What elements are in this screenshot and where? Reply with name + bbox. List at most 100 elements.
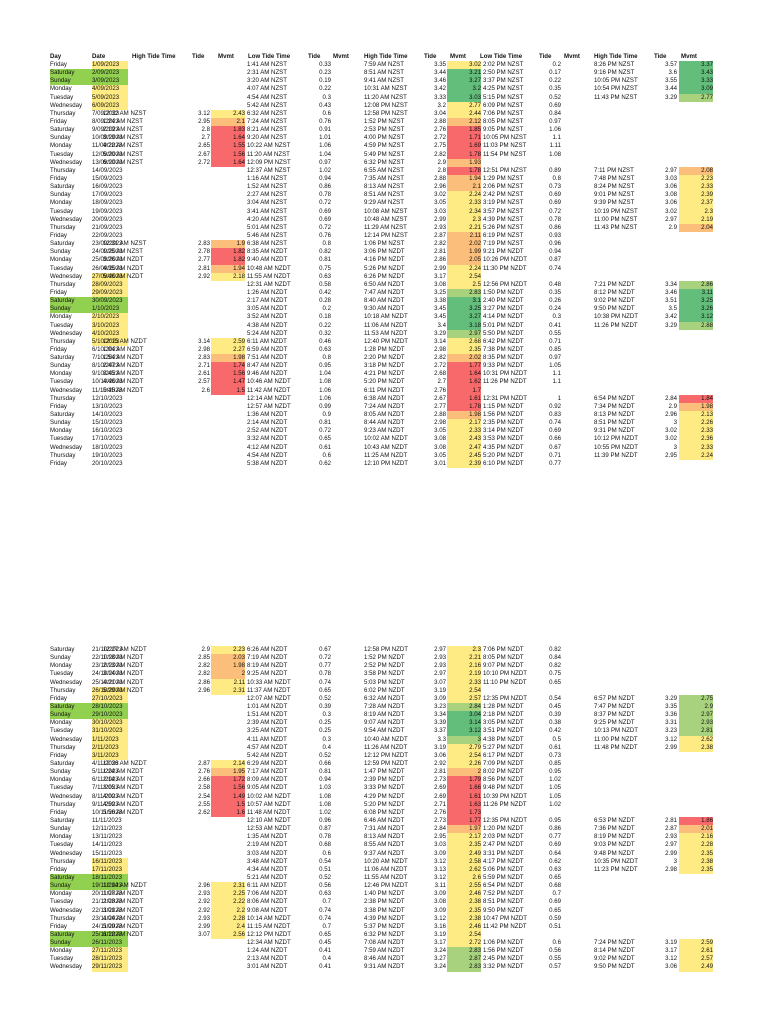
cell-high-tide-2: 3.39 — [434, 719, 446, 727]
cell-high-tide-time-3 — [594, 679, 652, 687]
cell-low-tide-time-2: 4:25 PM NZST — [483, 85, 524, 93]
cell-mvmt-2 — [332, 882, 362, 890]
table-row: Monday 2/10/2023 3:52 AM NZDT 0.18 10:18 AM … — [0, 313, 768, 322]
cell-low-tide-time-2: 2:03 PM NZDT — [483, 833, 524, 841]
cell-mvmt-1 — [211, 281, 245, 289]
cell-high-tide-time-3 — [594, 874, 652, 882]
cell-low-tide-time-2: 12:51 PM NZST — [483, 166, 527, 174]
cell-low-tide-time-1: 6:29 AM NZDT — [247, 759, 288, 767]
cell-high-tide-1: 2.86 — [198, 678, 210, 686]
cell-high-tide-time-2: 9:29 AM NZST — [364, 199, 404, 207]
cell-low-tide-2: 0.85 — [549, 759, 561, 767]
cell-mvmt-3: 3.21 — [447, 69, 481, 78]
cell-low-tide-2: 1.02 — [549, 800, 561, 808]
cell-mvmt-5 — [679, 232, 713, 240]
cell-mvmt-2 — [332, 305, 362, 313]
cell-mvmt-1 — [211, 167, 245, 175]
cell-low-tide-2: 0.75 — [549, 670, 561, 678]
cell-high-tide-time-2: 4:16 PM NZDT — [364, 256, 405, 264]
cell-low-tide-time-2: 5:27 PM NZDT — [483, 743, 524, 751]
cell-mvmt-4 — [562, 858, 590, 866]
cell-date: 3/10/2023 — [92, 321, 128, 330]
cell-low-tide-time-1: 1:36 AM NZDT — [247, 411, 288, 419]
cell-day: Saturday — [50, 240, 75, 248]
cell-low-tide-time-2: 4:38 PM NZDT — [483, 735, 524, 743]
table-row: Saturday 4/11/2023 12:36 AM NZDT 2.87 2.14 6:… — [0, 759, 768, 769]
cell-high-tide-time-2: 8:19 AM NZDT — [364, 711, 405, 719]
cell-mvmt-4 — [562, 151, 590, 159]
cell-high-tide-1 — [186, 322, 210, 330]
cell-mvmt-3: 2.11 — [447, 231, 481, 241]
cell-high-tide-2: 3.19 — [434, 743, 446, 751]
cell-mvmt-3: 2.17 — [447, 419, 481, 428]
cell-mvmt-5 — [679, 265, 713, 273]
cell-mvmt-2 — [332, 898, 362, 906]
cell-low-tide-time-2: 11:03 PM NZST — [483, 142, 527, 150]
cell-high-tide-time-3 — [594, 801, 652, 809]
cell-mvmt-1 — [211, 208, 245, 216]
cell-low-tide-2: 0.61 — [549, 743, 561, 751]
table-row: Friday 3/11/2023 5:42 AM NZDT 0.52 12:12 PM … — [0, 751, 768, 760]
cell-mvmt-4 — [562, 744, 590, 752]
cell-low-tide-time-1: 11:55 AM NZDT — [247, 272, 291, 280]
cell-low-tide-time-1: 2:13 AM NZDT — [247, 955, 288, 963]
table-row: Wednesday 27/09/2023 5:46 AM NZDT 2.92 2.18 1… — [0, 272, 768, 281]
cell-low-tide-1: 0.56 — [319, 882, 331, 890]
cell-high-tide-time-2: 11:53 AM NZDT — [364, 329, 408, 337]
header-tide-5: Tide — [654, 53, 667, 60]
cell-mvmt-3: 2.54 — [447, 751, 481, 760]
cell-low-tide-time-1: 8:19 AM NZDT — [247, 662, 288, 670]
cell-high-tide-time-2: 5:20 PM NZDT — [364, 378, 405, 386]
cell-low-tide-time-2: 12:56 PM NZDT — [483, 280, 528, 288]
cell-date: 29/10/2023 — [92, 711, 128, 720]
cell-low-tide-2: 0.69 — [549, 898, 561, 906]
cell-low-tide-2: 0.77 — [549, 833, 561, 841]
table-row: Saturday 14/10/2023 1:36 AM NZDT 0.9 8:05 AM… — [0, 411, 768, 420]
cell-high-tide-3: 2.99 — [665, 849, 677, 857]
cell-high-tide-3 — [652, 915, 677, 923]
cell-high-tide-1 — [186, 736, 210, 744]
table-row: Wednesday 1/11/2023 4:11 AM NZDT 0.3 10:40 A… — [0, 735, 768, 744]
cell-high-tide-time-1: 12:15 AM NZDT — [103, 337, 147, 345]
cell-mvmt-2 — [332, 907, 362, 915]
cell-high-tide-time-1 — [103, 102, 185, 110]
cell-mvmt-2 — [332, 427, 362, 435]
cell-high-tide-3: 3.6 — [668, 69, 677, 77]
cell-day: Sunday — [50, 939, 94, 948]
cell-low-tide-2: 0.64 — [549, 849, 561, 857]
cell-low-tide-time-2: 2:02 PM NZST — [483, 61, 524, 68]
cell-mvmt-3: 2.3 — [447, 215, 481, 224]
cell-low-tide-2: 0.63 — [549, 865, 561, 873]
cell-low-tide-1: 1.04 — [319, 370, 331, 378]
cell-high-tide-time-2: 4:29 PM NZDT — [364, 792, 405, 800]
cell-mvmt-4 — [562, 670, 590, 678]
cell-mvmt-1 — [211, 411, 245, 419]
cell-mvmt-2 — [332, 419, 362, 427]
cell-low-tide-1: 0.91 — [319, 126, 331, 134]
cell-day: Saturday — [50, 297, 94, 306]
cell-high-tide-3: 3.31 — [665, 719, 677, 727]
cell-mvmt-5 — [679, 460, 713, 468]
cell-high-tide-1: 2.57 — [198, 378, 210, 386]
cell-low-tide-time-2: 2:47 PM NZDT — [483, 841, 524, 849]
cell-high-tide-time-1: 12:31 AM NZST — [103, 240, 147, 248]
cell-mvmt-5: 3.43 — [679, 69, 713, 78]
cell-low-tide-1: 0.78 — [319, 833, 331, 841]
cell-high-tide-2: 3.4 — [437, 321, 446, 329]
cell-low-tide-time-1: 10:46 AM NZDT — [247, 378, 291, 386]
cell-day: Wednesday — [50, 735, 83, 743]
cell-low-tide-time-2: 4:14 PM NZDT — [483, 313, 524, 321]
table-row: Thursday 26/10/2023 5:29 AM NZDT 2.96 2.31 11… — [0, 686, 768, 695]
cell-mvmt-1 — [211, 939, 245, 947]
cell-high-tide-time-2: 6:26 PM NZDT — [364, 272, 405, 280]
cell-low-tide-1: 0.32 — [319, 329, 331, 337]
cell-date: 19/11/2023 — [92, 882, 128, 891]
cell-high-tide-time-2: 8:44 AM NZDT — [364, 419, 405, 427]
cell-high-tide-3: 3.42 — [665, 313, 677, 321]
cell-high-tide-2: 3.14 — [434, 337, 446, 345]
cell-high-tide-2: 2.98 — [434, 345, 446, 353]
cell-date: 28/09/2023 — [92, 280, 128, 289]
cell-low-tide-2: 0.86 — [549, 223, 561, 231]
cell-mvmt-2 — [332, 727, 362, 735]
cell-high-tide-3: 3.06 — [665, 183, 677, 191]
